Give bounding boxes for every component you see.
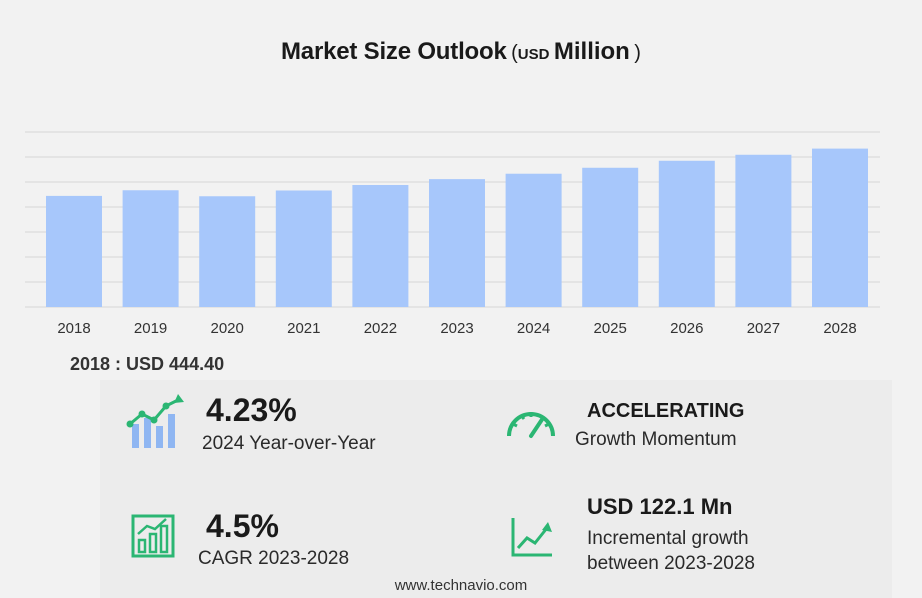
growth-chart-icon xyxy=(126,394,186,450)
bar-2026 xyxy=(658,160,715,307)
title-main: Market Size Outlook xyxy=(281,38,507,65)
bars xyxy=(46,148,868,307)
x-tick-2022: 2022 xyxy=(364,320,397,337)
x-tick-2020: 2020 xyxy=(211,320,244,337)
title-unit: USD xyxy=(517,46,550,63)
title-close-paren: ) xyxy=(634,42,641,64)
baseline-value: 2018 : USD 444.40 xyxy=(70,354,225,374)
speedometer-icon xyxy=(505,404,557,440)
x-tick-2025: 2025 xyxy=(594,320,627,337)
x-tick-2024: 2024 xyxy=(517,320,550,337)
bar-2028 xyxy=(812,148,868,307)
x-tick-2028: 2028 xyxy=(823,320,856,337)
incremental-label-line1: Incremental growth xyxy=(587,528,749,549)
cagr-value: 4.5% xyxy=(206,508,279,544)
title-open-paren: ( xyxy=(511,42,518,64)
x-tick-2027: 2027 xyxy=(747,320,780,337)
bar-growth-icon xyxy=(131,514,175,558)
bar-2020 xyxy=(199,196,256,307)
chart-title: Market Size Outlook (USD Million ) xyxy=(0,38,922,66)
x-tick-2021: 2021 xyxy=(287,320,320,337)
momentum-value: ACCELERATING xyxy=(587,400,745,422)
x-tick-2018: 2018 xyxy=(57,320,90,337)
momentum-label: Growth Momentum xyxy=(575,429,737,450)
bar-2027 xyxy=(735,154,792,307)
footer-url: www.technavio.com xyxy=(394,577,528,594)
bar-2021 xyxy=(275,190,332,307)
bar-2024 xyxy=(505,173,562,307)
stats-panel xyxy=(100,380,892,598)
yoy-value: 4.23% xyxy=(206,392,297,428)
x-tick-2026: 2026 xyxy=(670,320,703,337)
x-tick-2023: 2023 xyxy=(440,320,473,337)
x-tick-labels: 2018 2019 2020 2021 2022 2023 2024 2025 2026 2027… xyxy=(57,320,856,337)
title-scale: Million xyxy=(553,38,630,65)
trend-line-icon xyxy=(510,516,554,558)
bar-2019 xyxy=(122,190,179,307)
x-tick-2019: 2019 xyxy=(134,320,167,337)
incremental-label-line2: between 2023-2028 xyxy=(587,553,755,574)
bar-2018 xyxy=(46,195,102,307)
cagr-label: CAGR 2023-2028 xyxy=(198,548,350,569)
yoy-label: 2024 Year-over-Year xyxy=(202,433,376,454)
bar-2022 xyxy=(352,185,409,307)
bar-2025 xyxy=(582,167,639,307)
incremental-value: USD 122.1 Mn xyxy=(587,494,733,519)
bar-chart: 2018 2019 2020 2021 2022 2023 2024 2025 2026 2027… xyxy=(25,131,880,337)
bar-2023 xyxy=(429,179,485,307)
